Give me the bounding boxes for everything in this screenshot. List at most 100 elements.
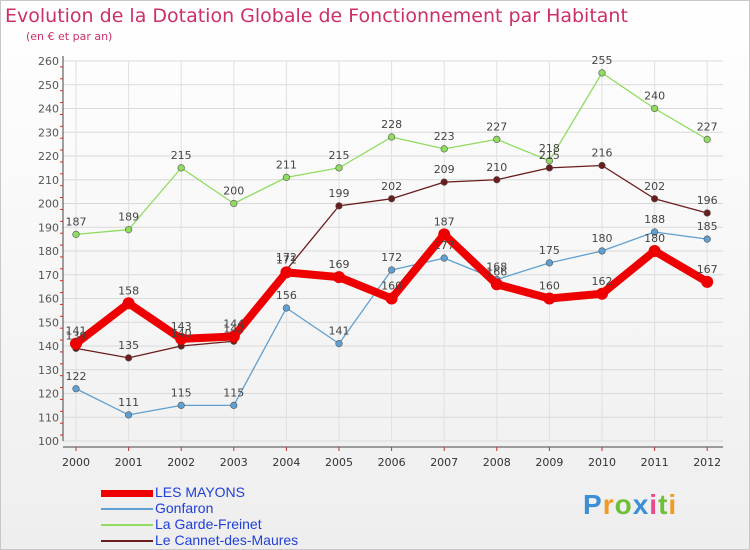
y-tick-label: 240 [38, 103, 59, 116]
data-label-2: 215 [171, 149, 192, 162]
data-point-0 [333, 271, 345, 284]
legend-label: La Garde-Freinet [155, 516, 262, 532]
data-label-0: 144 [223, 318, 244, 331]
data-point-3 [545, 164, 554, 172]
chart-title: Evolution de la Dotation Globale de Fonc… [5, 5, 628, 27]
data-label-2: 189 [118, 211, 139, 224]
data-point-0 [280, 266, 293, 279]
data-label-1: 177 [434, 239, 455, 252]
data-label-0: 141 [66, 325, 87, 338]
data-label-1: 168 [486, 261, 507, 274]
data-point-1 [650, 228, 659, 236]
data-label-3: 202 [644, 180, 665, 193]
data-label-1: 172 [381, 251, 402, 264]
y-tick-label: 160 [38, 293, 59, 306]
y-tick-label: 210 [38, 174, 59, 187]
data-label-2: 211 [276, 158, 297, 171]
y-tick-label: 260 [38, 55, 59, 68]
axis-layer: 100 110 120 130 140 150 160 170 180 190 200 210 220 2… [38, 55, 723, 469]
series-layer [70, 69, 714, 419]
data-label-1: 141 [329, 325, 350, 338]
data-point-0 [701, 275, 714, 288]
legend-label: LES MAYONS [155, 484, 245, 500]
x-tick-label: 2004 [272, 456, 300, 469]
legend-label: Le Cannet-des-Maures [155, 532, 299, 548]
data-point-1 [230, 401, 238, 409]
data-point-3 [335, 202, 343, 210]
data-point-0 [543, 292, 556, 305]
data-label-1: 156 [276, 289, 297, 302]
data-label-0: 167 [697, 263, 718, 276]
data-label-3: 196 [697, 194, 718, 207]
y-tick-label: 200 [38, 198, 59, 211]
y-tick-label: 100 [38, 435, 59, 448]
data-point-0 [122, 297, 135, 310]
y-tick-label: 230 [38, 126, 59, 139]
data-label-2: 227 [486, 120, 507, 133]
data-label-0: 166 [486, 265, 507, 278]
data-label-0: 162 [592, 275, 613, 288]
x-tick-label: 2009 [535, 456, 563, 469]
data-point-2 [440, 145, 448, 153]
data-label-3: 209 [434, 163, 455, 176]
y-tick-label: 250 [38, 79, 59, 92]
data-point-2 [335, 164, 343, 172]
data-label-0: 180 [644, 232, 665, 245]
data-point-1 [598, 247, 606, 255]
data-point-0 [70, 337, 82, 350]
x-tick-label: 2012 [693, 456, 721, 469]
data-label-0: 160 [539, 280, 560, 293]
data-point-2 [72, 230, 80, 238]
data-label-3: 142 [223, 322, 244, 335]
data-point-2 [124, 226, 133, 234]
y-tick-label: 180 [38, 245, 59, 258]
y-tick-label: 190 [38, 221, 59, 234]
data-label-1: 185 [697, 220, 718, 233]
data-label-2: 223 [434, 130, 455, 143]
legend-swatch [101, 524, 153, 526]
y-tick-label: 120 [38, 388, 59, 401]
data-label-2: 215 [329, 149, 350, 162]
data-point-1 [388, 266, 396, 274]
data-label-3: 140 [171, 327, 192, 340]
y-tick-label: 150 [38, 316, 59, 329]
x-tick-label: 2000 [62, 456, 90, 469]
data-label-2: 200 [223, 185, 244, 198]
data-label-0: 160 [381, 280, 402, 293]
data-label-1: 175 [539, 244, 560, 257]
data-point-0 [385, 292, 398, 305]
x-tick-label: 2001 [115, 456, 143, 469]
data-label-2: 228 [381, 118, 402, 131]
data-point-2 [545, 157, 554, 165]
x-tick-label: 2005 [325, 456, 353, 469]
y-tick-label: 110 [38, 411, 59, 424]
data-point-1 [124, 411, 133, 419]
chart-subtitle: (en € et par an) [26, 30, 113, 43]
legend-label: Gonfaron [155, 500, 214, 516]
data-point-3 [493, 176, 501, 184]
data-label-0: 158 [118, 284, 139, 297]
data-label-1: 180 [592, 232, 613, 245]
data-point-0 [490, 278, 503, 291]
data-label-1: 115 [223, 386, 244, 399]
data-point-2 [703, 135, 711, 143]
x-tick-label: 2010 [588, 456, 616, 469]
grid-layer [63, 60, 723, 442]
data-label-3: 210 [486, 161, 507, 174]
data-point-1 [335, 340, 343, 348]
y-tick-label: 140 [38, 340, 59, 353]
data-point-0 [175, 332, 188, 345]
data-point-3 [440, 178, 448, 186]
data-label-2: 255 [592, 54, 613, 67]
x-tick-label: 2007 [430, 456, 458, 469]
data-label-layer: 187 189 215 200 211 215 228 223 227 218 255 240 227 1… [66, 54, 718, 409]
y-tick-label: 220 [38, 150, 59, 163]
data-point-2 [388, 133, 396, 141]
data-point-0 [596, 287, 608, 300]
data-label-0: 143 [171, 320, 192, 333]
x-tick-label: 2008 [483, 456, 511, 469]
data-point-3 [124, 354, 133, 362]
data-point-2 [493, 135, 501, 143]
